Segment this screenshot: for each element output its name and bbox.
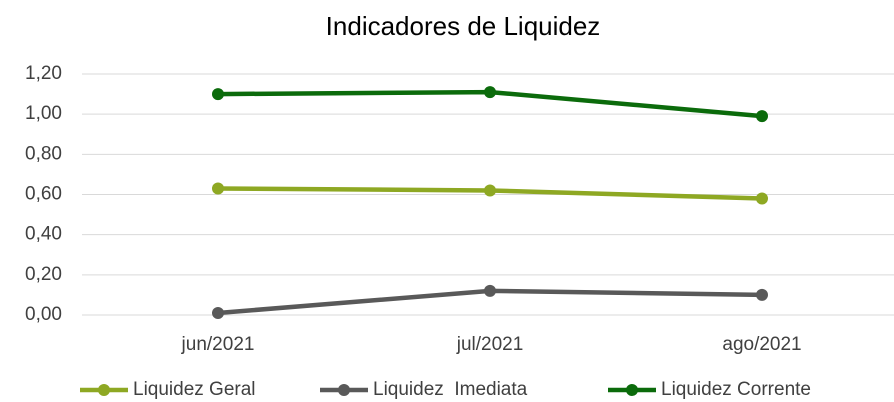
x-tick-label: ago/2021 [722,334,801,355]
chart-title: Indicadores de Liquidez [326,11,601,41]
data-point [484,284,496,297]
data-point [212,182,224,195]
legend-marker [338,384,350,396]
y-tick-label: 0,20 [25,264,62,285]
data-point [484,184,496,197]
legend-label: Liquidez Geral [133,379,256,400]
data-point [212,88,224,101]
data-point [756,288,768,301]
legend-marker [626,384,638,396]
legend-label: Liquidez Imediata [373,379,528,400]
y-tick-label: 0,80 [25,143,62,164]
data-point [756,110,768,123]
x-tick-label: jul/2021 [456,334,524,355]
y-tick-label: 1,20 [25,63,62,84]
data-point [212,306,224,319]
y-tick-label: 1,00 [25,103,62,124]
y-tick-label: 0,60 [25,184,62,205]
y-tick-label: 0,00 [25,304,62,325]
y-tick-label: 0,40 [25,224,62,245]
legend-label: Liquidez Corrente [661,379,811,400]
x-tick-label: jun/2021 [181,334,255,355]
data-point [484,86,496,99]
legend-marker [98,384,110,396]
data-point [756,192,768,205]
